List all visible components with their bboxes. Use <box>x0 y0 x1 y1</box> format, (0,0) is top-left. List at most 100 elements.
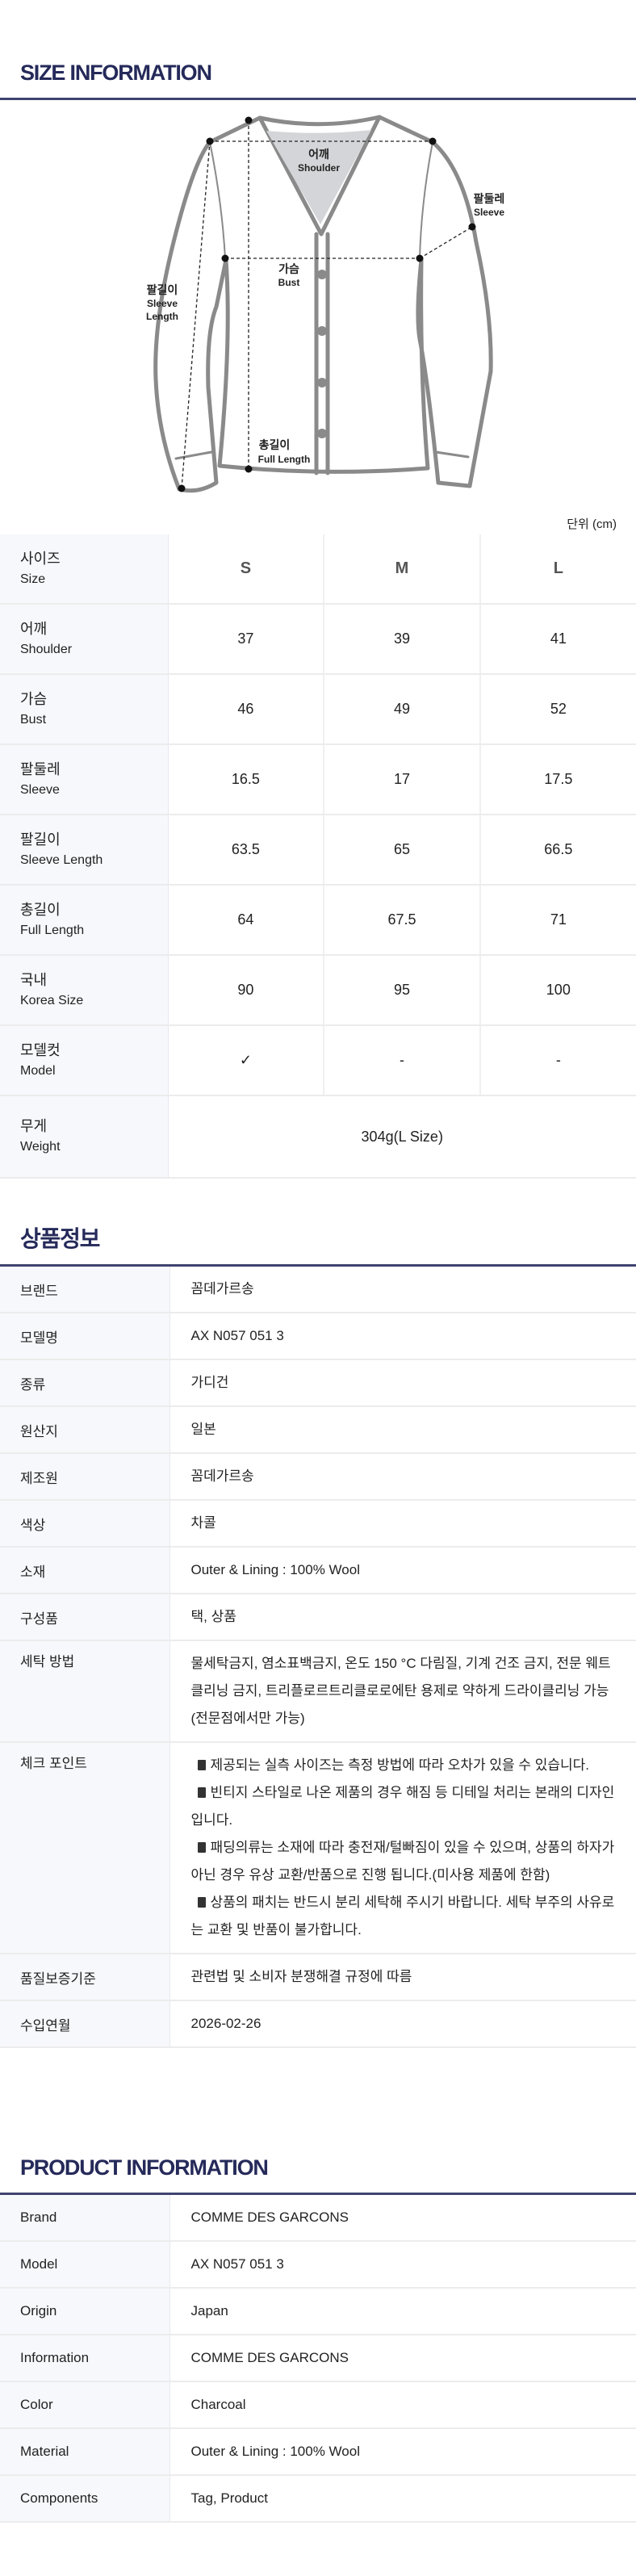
info-value: 차콜 <box>169 1500 636 1548</box>
value-cell: 16.5 <box>168 744 325 815</box>
size-row: 어깨 Shoulder 37 39 41 <box>0 604 636 675</box>
info-label: 구성품 <box>0 1594 170 1641</box>
size-l: L <box>479 534 636 605</box>
info-value: Outer & Lining : 100% Wool <box>169 2428 636 2476</box>
value-cell: 37 <box>168 604 325 675</box>
unit-label: 단위 (cm) <box>567 517 617 531</box>
value-cell: 71 <box>479 885 636 956</box>
label-sleeve-length-ko: 팔길이 <box>147 283 178 296</box>
label-full-length-en: Full Length <box>258 454 311 465</box>
value-cell: 39 <box>324 604 481 675</box>
product-info-en-table: Brand COMME DES GARCONS Model AX N057 051 … <box>0 2195 636 2523</box>
section-divider <box>0 1264 636 1267</box>
info-label: 원산지 <box>0 1406 170 1454</box>
info-row: Origin Japan <box>0 2288 636 2335</box>
info-label: Origin <box>0 2288 170 2335</box>
row-label: 가슴 Bust <box>0 674 169 745</box>
model-check-cell: ✓ <box>168 1025 325 1096</box>
label-shoulder-ko: 어깨 <box>308 148 329 161</box>
info-label: 품질보증기준 <box>0 1954 170 2001</box>
info-row: 색상 차콜 <box>0 1500 636 1548</box>
checkpoint-note: 제공되는 실측 사이즈는 측정 방법에 따라 오차가 있을 수 있습니다. <box>191 1752 617 1779</box>
info-row: 모델명 AX N057 051 3 <box>0 1313 636 1360</box>
square-bullet-icon <box>197 1842 206 1853</box>
info-label: 브랜드 <box>0 1267 170 1313</box>
info-row: 제조원 꼼데가르송 <box>0 1453 636 1501</box>
square-bullet-icon <box>197 1897 206 1908</box>
value-cell: 66.5 <box>479 815 636 886</box>
info-row: Color Charcoal <box>0 2381 636 2429</box>
size-row: 모델컷 Model ✓ - - <box>0 1025 636 1096</box>
info-value: 가디건 <box>169 1359 636 1407</box>
info-row: 구성품 택, 상품 <box>0 1594 636 1641</box>
info-label: Brand <box>0 2195 170 2242</box>
info-row: Information COMME DES GARCONS <box>0 2335 636 2382</box>
info-row: 수입연월 2026-02-26 <box>0 2000 636 2048</box>
info-row: Model AX N057 051 3 <box>0 2241 636 2289</box>
label-sleeve-length-en2: Length <box>146 311 178 322</box>
info-value: 꼼데가르송 <box>169 1267 636 1313</box>
info-row: 브랜드 꼼데가르송 <box>0 1267 636 1313</box>
row-label: 팔길이 Sleeve Length <box>0 815 169 886</box>
label-bust-en: Bust <box>278 277 300 288</box>
value-cell: 67.5 <box>324 885 481 956</box>
size-row: 팔둘레 Sleeve 16.5 17 17.5 <box>0 744 636 815</box>
checkpoint-row: 체크 포인트 제공되는 실측 사이즈는 측정 방법에 따라 오차가 있을 수 있… <box>0 1742 636 1954</box>
info-label: 종류 <box>0 1359 170 1407</box>
info-row: 소재 Outer & Lining : 100% Wool <box>0 1547 636 1594</box>
label-shoulder-en: Shoulder <box>298 162 340 174</box>
cardigan-diagram: 어깨 Shoulder 팔둘레 Sleeve 가슴 Bust 팔길이 Sleev… <box>146 115 504 493</box>
row-label: 총길이 Full Length <box>0 885 169 956</box>
info-label: Material <box>0 2428 170 2476</box>
value-cell: 64 <box>168 885 325 956</box>
info-row: 품질보증기준 관련법 및 소비자 분쟁해결 규정에 따름 <box>0 1954 636 2001</box>
value-cell: - <box>324 1025 481 1096</box>
label-bust-ko: 가슴 <box>278 262 299 275</box>
value-cell: 90 <box>168 955 325 1026</box>
info-row: 세탁 방법 물세탁금지, 염소표백금지, 온도 150 °C 다림질, 기계 건조… <box>0 1640 636 1743</box>
info-label: Color <box>0 2381 170 2429</box>
product-info-ko-title: 상품정보 <box>20 1226 100 1251</box>
info-label: Components <box>0 2475 170 2523</box>
value-cell: 65 <box>324 815 481 886</box>
value-cell: 100 <box>479 955 636 1026</box>
size-table: 사이즈 Size S M L 어깨 Shoulder 37 39 41 가슴 Bust 46 4… <box>0 534 636 1179</box>
info-value: Japan <box>169 2288 636 2335</box>
info-row: Components Tag, Product <box>0 2475 636 2523</box>
section-divider <box>0 98 636 100</box>
info-row: Material Outer & Lining : 100% Wool <box>0 2428 636 2476</box>
row-label: 어깨 Shoulder <box>0 604 169 675</box>
value-cell: 49 <box>324 674 481 745</box>
weight-value: 304g(L Size) <box>168 1095 636 1179</box>
info-value: COMME DES GARCONS <box>169 2335 636 2382</box>
info-value: 2026-02-26 <box>169 2000 636 2048</box>
info-row: 종류 가디건 <box>0 1359 636 1407</box>
cardigan-outline <box>153 115 493 493</box>
product-info-en-title: PRODUCT INFORMATION <box>20 2155 269 2180</box>
info-value: AX N057 051 3 <box>169 1313 636 1360</box>
product-info-ko-table: 브랜드 꼼데가르송 모델명 AX N057 051 3 종류 가디건 원산지 일본 제조… <box>0 1267 636 2048</box>
value-cell: 63.5 <box>168 815 325 886</box>
square-bullet-icon <box>197 1787 206 1798</box>
info-label: 체크 포인트 <box>0 1742 170 1954</box>
row-label: 국내 Korea Size <box>0 955 169 1026</box>
square-bullet-icon <box>197 1760 206 1770</box>
info-value: COMME DES GARCONS <box>169 2195 636 2242</box>
info-label: 모델명 <box>0 1313 170 1360</box>
section-divider <box>0 2193 636 2195</box>
checkpoint-note: 상품의 패치는 반드시 분리 세탁해 주시기 바랍니다. 세탁 부주의 사유로는… <box>190 1895 615 1937</box>
size-m: M <box>324 534 481 605</box>
measurement-points <box>178 116 476 492</box>
value-cell: 95 <box>324 955 481 1026</box>
info-value: Charcoal <box>169 2381 636 2429</box>
info-value: 택, 상품 <box>169 1594 636 1641</box>
size-info-title: SIZE INFORMATION <box>20 61 212 85</box>
size-row: 총길이 Full Length 64 67.5 71 <box>0 885 636 956</box>
label-sleeve-length-en1: Sleeve <box>147 298 178 309</box>
info-label: 소재 <box>0 1547 170 1594</box>
value-cell: 41 <box>479 604 636 675</box>
value-cell: 46 <box>168 674 325 745</box>
size-row: 가슴 Bust 46 49 52 <box>0 674 636 745</box>
size-header-row: 사이즈 Size S M L <box>0 534 636 605</box>
checkpoint-notes: 제공되는 실측 사이즈는 측정 방법에 따라 오차가 있을 수 있습니다. 빈티… <box>169 1742 636 1954</box>
